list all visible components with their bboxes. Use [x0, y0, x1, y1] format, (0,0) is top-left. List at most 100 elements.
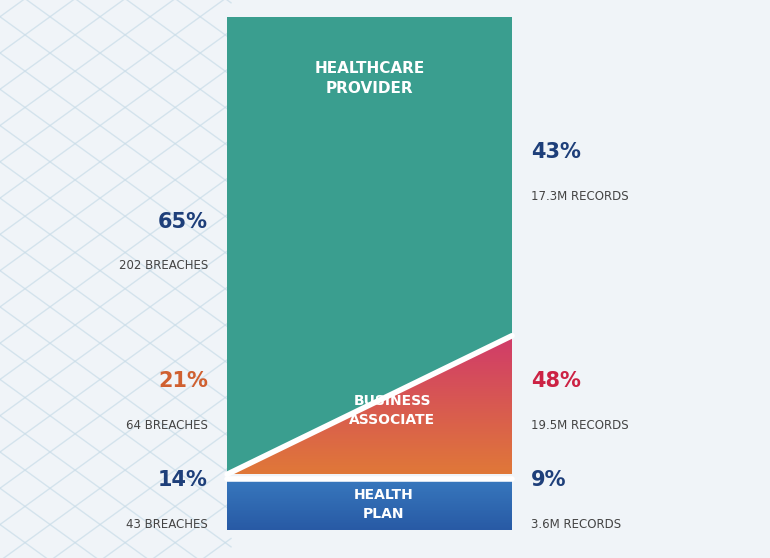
Polygon shape: [389, 395, 512, 396]
Polygon shape: [387, 396, 512, 397]
Polygon shape: [227, 514, 512, 516]
Polygon shape: [330, 424, 512, 425]
Polygon shape: [271, 452, 512, 453]
Polygon shape: [442, 369, 512, 370]
Polygon shape: [263, 456, 512, 457]
Polygon shape: [403, 387, 512, 388]
Polygon shape: [360, 408, 512, 410]
Polygon shape: [476, 352, 512, 353]
Polygon shape: [326, 425, 512, 426]
Polygon shape: [421, 379, 512, 380]
Polygon shape: [227, 525, 512, 526]
Text: 65%: 65%: [158, 211, 208, 232]
Polygon shape: [350, 413, 512, 414]
Polygon shape: [293, 441, 512, 442]
Polygon shape: [447, 366, 512, 367]
Polygon shape: [227, 17, 512, 474]
Text: 202 BREACHES: 202 BREACHES: [119, 259, 208, 272]
Polygon shape: [240, 467, 512, 468]
Polygon shape: [227, 517, 512, 518]
Polygon shape: [353, 412, 512, 413]
Polygon shape: [288, 444, 512, 445]
Polygon shape: [497, 342, 512, 343]
Polygon shape: [227, 524, 512, 525]
Text: 43 BREACHES: 43 BREACHES: [126, 518, 208, 531]
Polygon shape: [419, 380, 512, 381]
Polygon shape: [324, 426, 512, 427]
Polygon shape: [500, 340, 512, 341]
Polygon shape: [227, 490, 512, 492]
Polygon shape: [370, 404, 512, 405]
Polygon shape: [436, 372, 512, 373]
Polygon shape: [381, 398, 512, 400]
Polygon shape: [227, 487, 512, 488]
Polygon shape: [468, 356, 512, 357]
Text: BUSINESS
ASSOCIATE: BUSINESS ASSOCIATE: [350, 395, 436, 427]
Polygon shape: [227, 520, 512, 521]
Polygon shape: [459, 360, 512, 362]
Polygon shape: [227, 489, 512, 490]
Text: 64 BREACHES: 64 BREACHES: [126, 419, 208, 432]
Text: 19.5M RECORDS: 19.5M RECORDS: [531, 419, 629, 432]
Polygon shape: [454, 363, 512, 364]
Polygon shape: [346, 415, 512, 416]
Polygon shape: [444, 368, 512, 369]
Polygon shape: [269, 453, 512, 454]
Polygon shape: [423, 378, 512, 379]
Polygon shape: [273, 451, 512, 452]
Polygon shape: [300, 438, 512, 439]
Polygon shape: [267, 454, 512, 455]
Polygon shape: [246, 464, 512, 465]
Polygon shape: [491, 345, 512, 346]
Polygon shape: [227, 516, 512, 517]
Polygon shape: [227, 499, 512, 500]
Text: HEALTH
PLAN: HEALTH PLAN: [354, 488, 413, 521]
Polygon shape: [467, 357, 512, 358]
Polygon shape: [227, 507, 512, 508]
Polygon shape: [227, 492, 512, 493]
Polygon shape: [407, 386, 512, 387]
Polygon shape: [450, 365, 512, 366]
Polygon shape: [227, 502, 512, 503]
Polygon shape: [261, 457, 512, 458]
Polygon shape: [227, 484, 512, 485]
Polygon shape: [337, 420, 512, 421]
Polygon shape: [254, 460, 512, 461]
Polygon shape: [227, 527, 512, 528]
Polygon shape: [243, 466, 512, 467]
Polygon shape: [227, 512, 512, 513]
Polygon shape: [286, 445, 512, 446]
Polygon shape: [239, 468, 512, 469]
Polygon shape: [379, 400, 512, 401]
Polygon shape: [474, 353, 512, 354]
Polygon shape: [244, 465, 512, 466]
Polygon shape: [227, 509, 512, 511]
Polygon shape: [489, 346, 512, 347]
Polygon shape: [472, 354, 512, 355]
Polygon shape: [464, 358, 512, 359]
Polygon shape: [227, 522, 512, 523]
Polygon shape: [368, 405, 512, 406]
Polygon shape: [250, 462, 512, 463]
Polygon shape: [485, 348, 512, 349]
Polygon shape: [227, 519, 512, 520]
Text: HEALTHCARE
PROVIDER: HEALTHCARE PROVIDER: [314, 61, 425, 96]
Polygon shape: [358, 410, 512, 411]
Polygon shape: [457, 362, 512, 363]
Polygon shape: [227, 529, 512, 530]
Polygon shape: [398, 390, 512, 391]
Polygon shape: [227, 501, 512, 502]
Polygon shape: [233, 470, 512, 472]
Polygon shape: [390, 394, 512, 395]
Polygon shape: [343, 417, 512, 418]
Polygon shape: [227, 513, 512, 514]
Polygon shape: [227, 494, 512, 495]
Polygon shape: [227, 496, 512, 497]
Polygon shape: [470, 355, 512, 356]
Text: 9%: 9%: [531, 470, 567, 490]
Polygon shape: [438, 371, 512, 372]
Polygon shape: [311, 432, 512, 434]
Polygon shape: [227, 508, 512, 509]
Polygon shape: [499, 341, 512, 342]
Polygon shape: [508, 336, 512, 338]
